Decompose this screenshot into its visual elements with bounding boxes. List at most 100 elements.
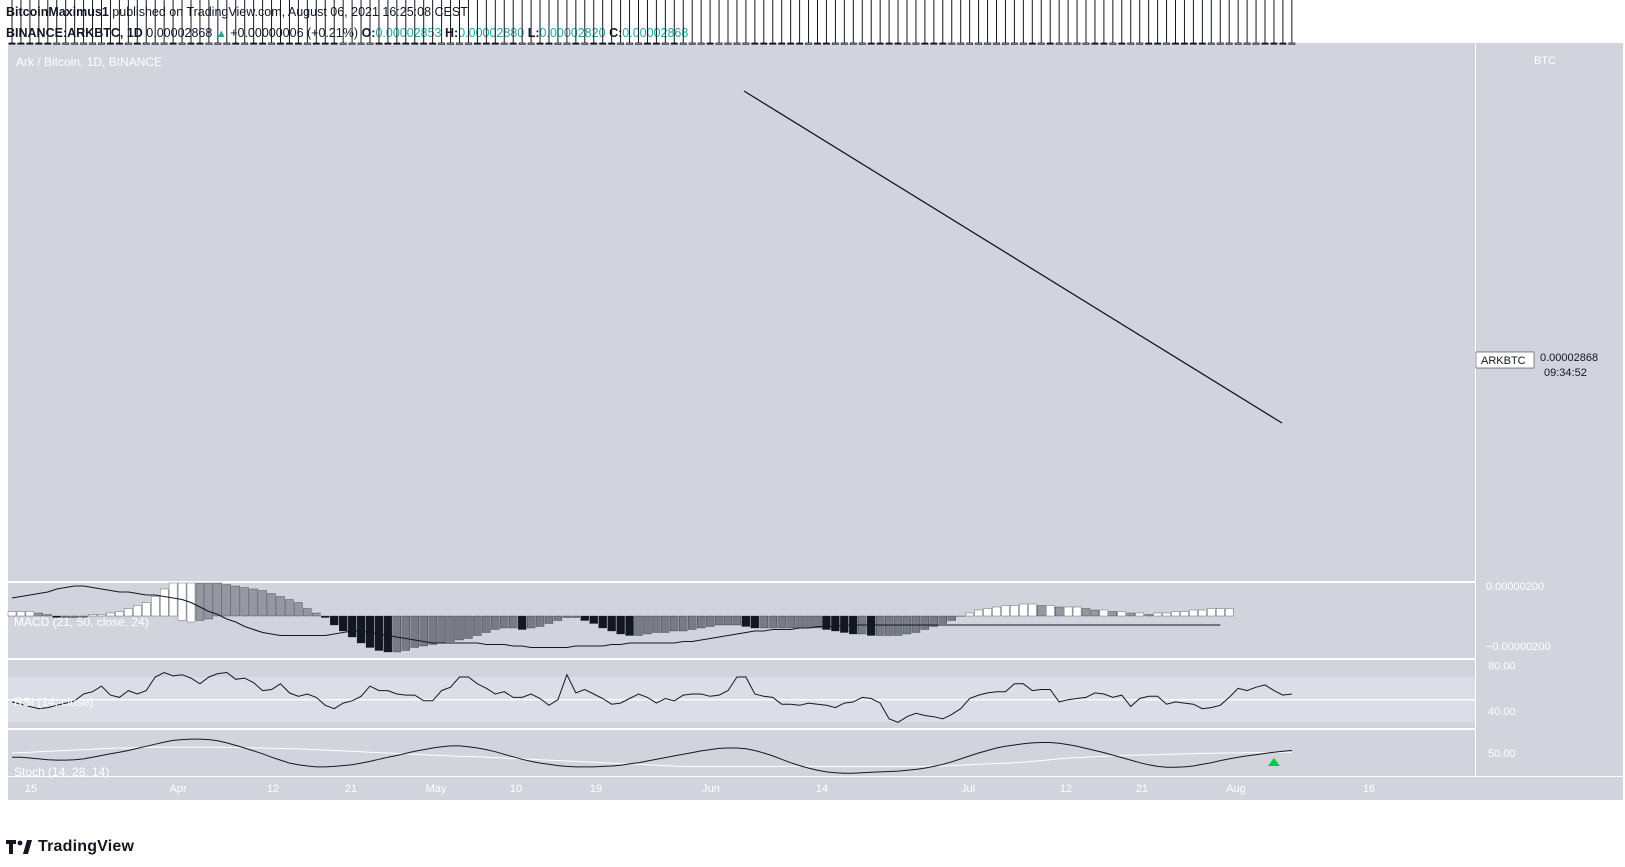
candle-body	[796, 42, 803, 45]
tradingview-logo[interactable]: TradingView	[6, 838, 134, 856]
stoch-pane	[11, 738, 1292, 774]
macd-histogram-bar	[1216, 608, 1225, 617]
macd-histogram-bar	[1037, 605, 1046, 617]
macd-histogram-bar	[661, 615, 670, 633]
candle-body	[661, 42, 669, 45]
macd-histogram-bar	[1117, 611, 1126, 617]
tradingview-logo-icon	[6, 840, 32, 854]
stoch-d-line	[11, 746, 1292, 767]
macd-histogram-bar	[840, 615, 849, 633]
candle-body	[411, 42, 419, 45]
date-tick-label: 21	[345, 783, 357, 795]
date-tick-label: Jul	[961, 783, 975, 795]
candle-body	[1046, 42, 1054, 45]
macd-histogram-bar	[1055, 606, 1064, 617]
candle-body	[1207, 42, 1215, 45]
candle-body	[903, 42, 911, 45]
macd-histogram-bar	[61, 615, 70, 618]
trendline-layer[interactable]	[743, 90, 1283, 424]
candle-body	[554, 42, 562, 45]
candle-body	[89, 42, 96, 45]
macd-histogram-bar	[428, 615, 437, 645]
macd-histogram-bar	[526, 615, 536, 629]
candle-body	[733, 42, 741, 45]
macd-histogram-bar	[1180, 611, 1189, 617]
macd-histogram-bar	[222, 584, 231, 617]
candle-body	[1279, 42, 1287, 45]
macd-histogram-bar	[115, 611, 124, 617]
candle-body	[849, 42, 857, 45]
candle-body	[670, 42, 678, 45]
macd-histogram-bar	[177, 582, 187, 621]
macd-histogram-bar	[768, 615, 777, 629]
macd-histogram-bar	[285, 599, 294, 617]
macd-histogram-bar	[688, 615, 697, 630]
macd-histogram-bar	[625, 615, 634, 636]
candle-body	[1145, 42, 1153, 45]
macd-histogram-bar	[580, 615, 589, 621]
macd-histogram-bar	[1001, 605, 1010, 617]
macd-histogram-bar	[195, 582, 205, 621]
macd-histogram-bar	[482, 615, 491, 633]
axes: 0.000042000.000040000.000038000.00003600…	[25, 581, 1551, 795]
candle-body	[993, 42, 1000, 45]
candle-body	[518, 42, 526, 45]
candle-body	[644, 42, 651, 45]
candle-body	[823, 42, 830, 45]
date-tick-label: 12	[267, 783, 279, 795]
macd-histogram-bar	[965, 612, 974, 617]
candle-body	[80, 42, 87, 45]
macd-histogram-bar	[1225, 608, 1234, 617]
candle-body	[98, 42, 105, 45]
macd-histogram-bar	[911, 615, 921, 633]
low-value: 0.00002820	[539, 26, 606, 40]
macd-histogram-bar	[1028, 603, 1037, 617]
macd-histogram-bar	[884, 615, 894, 636]
macd-histogram-bar	[7, 611, 17, 617]
candle-body	[1028, 42, 1036, 45]
macd-histogram-bar	[383, 615, 393, 653]
macd-histogram-bar	[249, 588, 258, 617]
candle-body	[232, 42, 240, 45]
macd-histogram-bar	[1108, 611, 1117, 617]
low-label: L:	[527, 26, 540, 40]
high-value: 0.00002880	[458, 26, 525, 40]
macd-histogram-bar	[356, 615, 366, 644]
up-triangle-icon: ▲	[215, 28, 227, 40]
macd-histogram-bar	[70, 615, 79, 618]
candle-body	[160, 42, 168, 45]
candle-body	[1216, 42, 1224, 45]
macd-histogram-bar	[992, 606, 1001, 617]
macd-histogram-bar	[392, 615, 402, 653]
candle-body	[312, 42, 320, 45]
macd-histogram-bar	[500, 615, 509, 629]
candle-body	[1136, 42, 1144, 45]
candle-body	[1198, 42, 1206, 45]
stoch-label: Stoch (14, 28, 14)	[14, 765, 109, 779]
candle-body	[1181, 42, 1188, 45]
macd-histogram-bar	[151, 596, 160, 617]
candle-body	[840, 42, 848, 45]
macd-histogram-bar	[124, 608, 133, 617]
descending-trendline	[743, 90, 1283, 424]
macd-histogram-bar	[1063, 606, 1073, 617]
candle-body	[35, 42, 43, 45]
macd-histogram-bar	[1019, 603, 1028, 617]
candle-body	[688, 42, 696, 45]
candle-body	[984, 42, 991, 45]
macd-histogram-bar	[1046, 605, 1055, 617]
candle-body	[1091, 42, 1099, 45]
candle-body	[760, 42, 768, 45]
open-label: O:	[361, 26, 376, 40]
candle-body	[787, 42, 795, 45]
candle-body	[832, 42, 839, 45]
candle-body	[876, 42, 884, 45]
candle-body	[921, 42, 929, 45]
candle-body	[447, 42, 454, 45]
candle-body	[1002, 42, 1009, 45]
candle-body	[214, 42, 222, 45]
rsi-label: RSI (14, close)	[14, 695, 93, 709]
macd-histogram-bar	[893, 615, 903, 636]
price-axis-bg	[1476, 43, 1623, 776]
